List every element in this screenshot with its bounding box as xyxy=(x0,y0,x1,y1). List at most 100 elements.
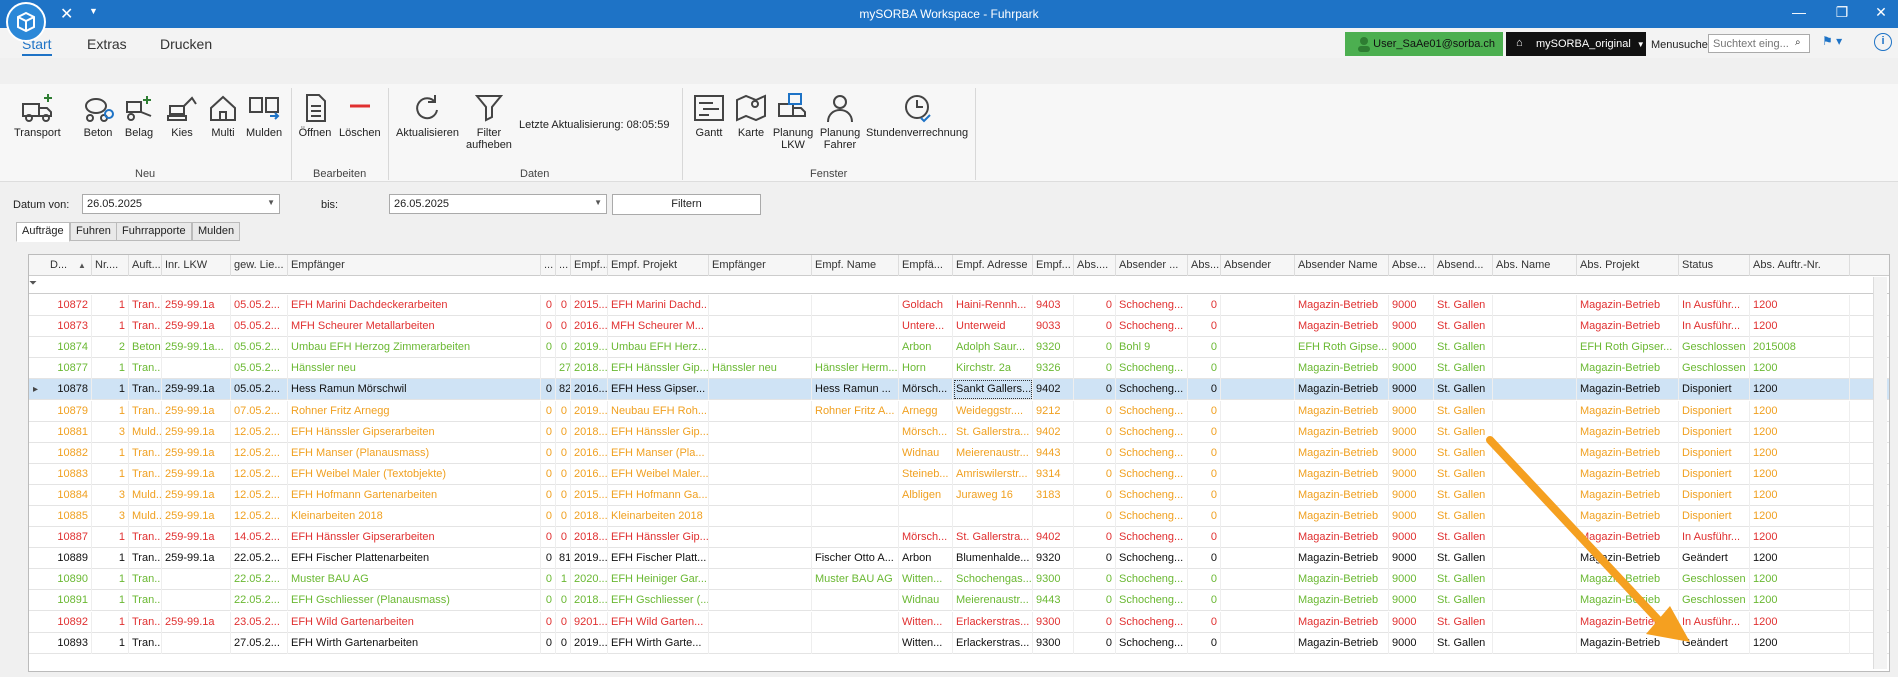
table-cell[interactable]: 1200 xyxy=(1750,590,1850,612)
language-flag-icon[interactable]: ⚑ ▾ xyxy=(1822,34,1843,48)
table-cell[interactable] xyxy=(812,611,899,633)
table-cell[interactable] xyxy=(1221,379,1295,401)
table-cell[interactable]: Magazin-Betrieb xyxy=(1295,295,1389,316)
table-cell[interactable]: 9000 xyxy=(1389,527,1434,549)
table-cell[interactable] xyxy=(709,484,812,506)
planung-fahrer-button[interactable]: Planung Fahrer xyxy=(817,92,863,151)
table-cell[interactable]: St. Gallen xyxy=(1434,379,1493,401)
table-cell[interactable]: Magazin-Betrieb xyxy=(1295,400,1389,422)
table-cell[interactable]: 10891 xyxy=(47,590,92,612)
table-cell[interactable]: Magazin-Betrieb xyxy=(1295,421,1389,443)
table-cell[interactable]: 259-99.1a xyxy=(162,442,231,464)
table-cell[interactable]: 1 xyxy=(92,569,129,591)
column-header[interactable]: Empf. Adresse xyxy=(953,255,1033,276)
table-cell[interactable]: 0 xyxy=(541,295,556,316)
column-header[interactable]: Empf. Name xyxy=(812,255,899,276)
table-cell[interactable]: 259-99.1a xyxy=(162,400,231,422)
table-cell[interactable] xyxy=(709,421,812,443)
table-cell[interactable]: 0 xyxy=(556,484,571,506)
table-row[interactable]: 10893 1 Tran... 27.05.2... EFH Wirth Gartena… xyxy=(29,632,1889,654)
table-cell[interactable]: 0 xyxy=(541,463,556,485)
table-cell[interactable]: 9300 xyxy=(1033,611,1074,633)
table-cell[interactable]: EFH Hänssler Gip... xyxy=(608,527,709,549)
table-cell[interactable]: 22.05.2... xyxy=(231,548,288,570)
table-cell[interactable]: 2019... xyxy=(571,400,608,422)
table-cell[interactable]: Rohner Fritz Arnegg xyxy=(288,400,541,422)
table-cell[interactable]: 12.05.2... xyxy=(231,442,288,464)
table-cell[interactable]: 0 xyxy=(1074,421,1116,443)
table-cell[interactable]: 9443 xyxy=(1033,442,1074,464)
table-cell[interactable] xyxy=(709,379,812,401)
table-cell[interactable]: Tran... xyxy=(129,548,162,570)
table-cell[interactable]: EFH Manser (Pla... xyxy=(608,442,709,464)
table-cell[interactable]: 2018... xyxy=(571,421,608,443)
table-cell[interactable] xyxy=(1493,442,1577,464)
table-cell[interactable]: Umbau EFH Herz... xyxy=(608,337,709,359)
orders-grid[interactable]: D... ▲ Nr.... Auft... Inr. LKW gew. Lie... Emp… xyxy=(28,254,1890,672)
belag-button[interactable]: Belag xyxy=(121,92,157,139)
table-cell[interactable]: 0 xyxy=(1188,379,1221,401)
table-cell[interactable]: 1200 xyxy=(1750,527,1850,549)
date-from-field[interactable]: 26.05.2025 ▼ xyxy=(82,194,280,214)
table-cell[interactable]: Mörsch... xyxy=(899,527,953,549)
table-cell[interactable]: Magazin-Betrieb xyxy=(1577,611,1679,633)
table-cell[interactable]: 9000 xyxy=(1389,463,1434,485)
table-cell[interactable]: 10884 xyxy=(47,484,92,506)
table-cell[interactable]: Witten... xyxy=(899,569,953,591)
table-cell[interactable]: 0 xyxy=(541,632,556,654)
column-header[interactable]: Nr.... xyxy=(92,255,129,276)
table-cell[interactable]: Witten... xyxy=(899,632,953,654)
table-cell[interactable]: 10885 xyxy=(47,506,92,527)
table-row[interactable]: 10877 1 Tran... 05.05.2... Hänssler neu 27 201… xyxy=(29,358,1889,380)
table-cell[interactable] xyxy=(1493,632,1577,654)
table-cell[interactable]: Schocheng... xyxy=(1116,569,1188,591)
table-cell[interactable]: 1 xyxy=(92,442,129,464)
table-cell[interactable] xyxy=(162,632,231,654)
table-cell[interactable]: EFH Marini Dachd... xyxy=(608,295,709,316)
table-cell[interactable]: 2018... xyxy=(571,358,608,380)
table-cell[interactable]: 1200 xyxy=(1750,611,1850,633)
table-cell[interactable]: 0 xyxy=(541,379,556,401)
table-row[interactable]: 10873 1 Tran... 259-99.1a 05.05.2... MFH Sche… xyxy=(29,316,1889,338)
table-cell[interactable]: 2019... xyxy=(571,548,608,570)
table-cell[interactable]: Magazin-Betrieb xyxy=(1577,295,1679,316)
table-cell[interactable]: EFH Hänssler Gip... xyxy=(608,358,709,380)
table-cell[interactable]: Magazin-Betrieb xyxy=(1295,548,1389,570)
table-cell[interactable] xyxy=(1221,611,1295,633)
table-cell[interactable]: 0 xyxy=(1188,337,1221,359)
tab-fuhren[interactable]: Fuhren xyxy=(70,222,117,241)
table-cell[interactable]: 1200 xyxy=(1750,358,1850,380)
table-cell[interactable]: 259-99.1a xyxy=(162,421,231,443)
table-cell[interactable]: 2016... xyxy=(571,463,608,485)
table-cell[interactable]: St. Gallen xyxy=(1434,527,1493,549)
table-cell[interactable]: 1 xyxy=(556,569,571,591)
table-cell[interactable] xyxy=(812,632,899,654)
table-cell[interactable]: Geschlossen xyxy=(1679,569,1750,591)
workspace-selector[interactable]: ⌂ mySORBA_original ▼ xyxy=(1506,32,1646,56)
table-cell[interactable]: 0 xyxy=(1188,548,1221,570)
table-cell[interactable]: 0 xyxy=(1074,295,1116,316)
column-header[interactable]: D... xyxy=(47,255,92,276)
table-cell[interactable]: St. Gallerstra... xyxy=(953,527,1033,549)
table-cell[interactable]: EFH Wirth Gartenarbeiten xyxy=(288,632,541,654)
table-cell[interactable]: 259-99.1a... xyxy=(162,337,231,359)
vertical-scrollbar[interactable] xyxy=(1873,277,1887,669)
table-cell[interactable]: Schocheng... xyxy=(1116,316,1188,338)
aktualisieren-button[interactable]: Aktualisieren xyxy=(396,92,459,139)
table-cell[interactable]: Schocheng... xyxy=(1116,506,1188,527)
table-cell[interactable]: Magazin-Betrieb xyxy=(1577,442,1679,464)
table-cell[interactable] xyxy=(1493,463,1577,485)
table-cell[interactable]: Magazin-Betrieb xyxy=(1295,632,1389,654)
table-cell[interactable]: EFH Fischer Platt... xyxy=(608,548,709,570)
table-cell[interactable]: Neubau EFH Roh... xyxy=(608,400,709,422)
table-cell[interactable]: 0 xyxy=(556,632,571,654)
table-cell[interactable]: 9000 xyxy=(1389,442,1434,464)
table-cell[interactable]: 0 xyxy=(1074,316,1116,338)
table-cell[interactable] xyxy=(1221,295,1295,316)
table-cell[interactable]: EFH Gschliesser (... xyxy=(608,590,709,612)
table-cell[interactable]: Meierenaustr... xyxy=(953,442,1033,464)
quick-access-dropdown-icon[interactable]: ▼ xyxy=(89,6,98,16)
table-cell[interactable]: St. Gallen xyxy=(1434,400,1493,422)
table-row[interactable]: 10884 3 Muld... 259-99.1a 12.05.2... EFH Hofm… xyxy=(29,484,1889,506)
table-cell[interactable]: 10872 xyxy=(47,295,92,316)
